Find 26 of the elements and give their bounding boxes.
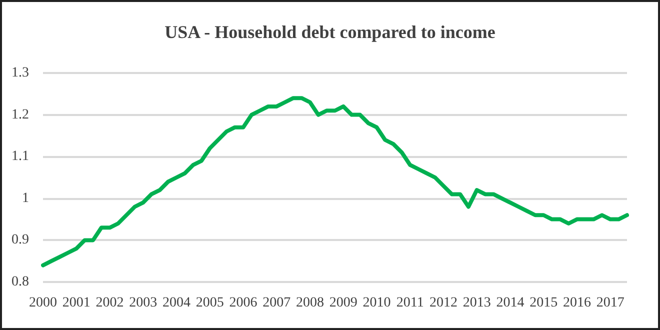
line-series	[41, 96, 629, 268]
x-tick-label: 2016	[562, 296, 591, 310]
x-tick-label: 2004	[162, 296, 190, 310]
x-tick-label: 2011	[396, 296, 424, 310]
y-tick-label: 1.1	[12, 149, 29, 164]
y-tick-label: 1	[22, 190, 29, 206]
chart-title: USA - Household debt compared to income	[164, 22, 496, 42]
x-tick-label: 2013	[462, 296, 491, 310]
x-tick-label: 2002	[96, 296, 124, 310]
x-tick-label: 2008	[296, 296, 324, 310]
y-tick-label: 1.3	[12, 66, 29, 80]
x-tick-label: 2009	[329, 296, 358, 310]
x-tick-label: 2001	[62, 296, 90, 310]
x-tick-label: 2015	[530, 296, 558, 310]
x-tick-label: 2017	[596, 296, 624, 310]
x-tick-label: 2007	[262, 296, 291, 310]
x-tick-label: 2006	[229, 296, 258, 310]
y-tick-label: 0.8	[12, 274, 29, 290]
y-tick-label: 1.2	[12, 107, 29, 122]
x-tick-label: 2005	[196, 296, 224, 310]
x-tick-label: 2012	[429, 296, 458, 310]
x-tick-label: 2010	[362, 296, 391, 310]
x-tick-label: 2003	[129, 296, 158, 310]
x-tick-label: 2014	[496, 296, 524, 310]
x-tick-label: 2000	[29, 296, 57, 310]
y-tick-label: 0.9	[12, 232, 29, 248]
